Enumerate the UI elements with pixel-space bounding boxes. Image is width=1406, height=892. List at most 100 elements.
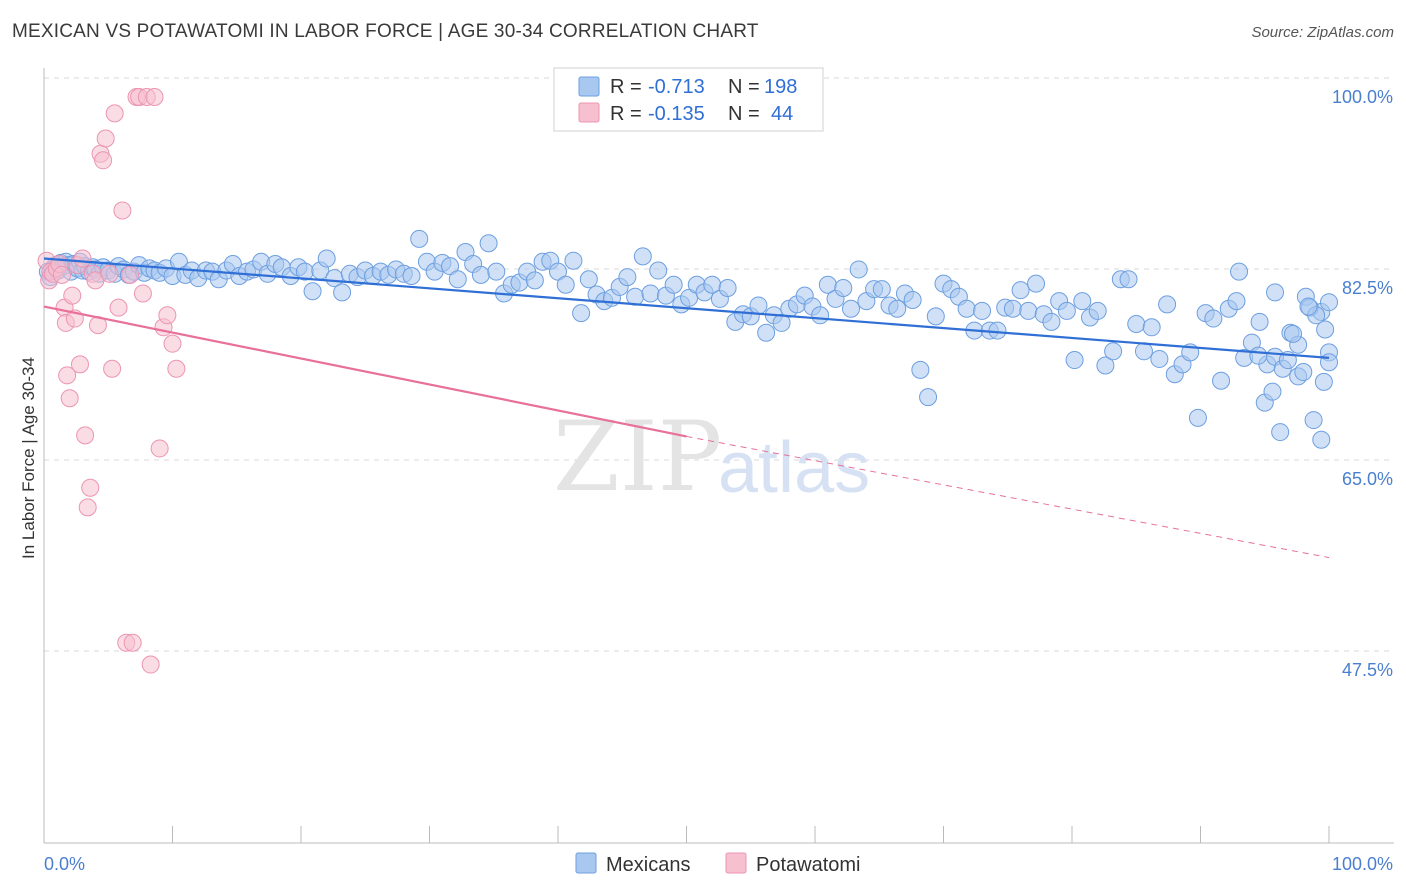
point-potawatomi bbox=[58, 366, 77, 385]
point-mexicans bbox=[1142, 318, 1161, 337]
point-potawatomi bbox=[113, 201, 132, 220]
trend-line-potawatomi bbox=[43, 305, 687, 438]
point-potawatomi bbox=[94, 151, 113, 170]
point-potawatomi bbox=[123, 633, 142, 652]
point-mexicans bbox=[1230, 262, 1249, 281]
point-mexicans bbox=[849, 260, 868, 279]
point-mexicans bbox=[926, 307, 945, 326]
bottom-legend-swatch-potawatomi bbox=[725, 852, 747, 874]
point-mexicans bbox=[1003, 299, 1022, 318]
source-credit: Source: ZipAtlas.com bbox=[1251, 24, 1394, 41]
point-mexicans bbox=[525, 271, 544, 290]
point-potawatomi bbox=[76, 426, 95, 445]
bottom-legend-mexicans: Mexicans bbox=[606, 854, 690, 876]
point-mexicans bbox=[556, 275, 575, 294]
y-tick-label: 47.5% bbox=[1342, 660, 1393, 680]
point-mexicans bbox=[1011, 281, 1030, 300]
trend-line-mexicans bbox=[43, 257, 1330, 359]
point-mexicans bbox=[1312, 430, 1331, 449]
point-mexicans bbox=[749, 296, 768, 315]
point-mexicans bbox=[471, 265, 490, 284]
legend-n-value: 198 bbox=[764, 76, 797, 98]
point-mexicans bbox=[988, 321, 1007, 340]
point-mexicans bbox=[1304, 411, 1323, 430]
point-mexicans bbox=[1127, 315, 1146, 334]
watermark: ZIP atlas bbox=[553, 401, 870, 513]
point-mexicans bbox=[1212, 371, 1231, 390]
point-potawatomi bbox=[121, 265, 140, 284]
point-mexicans bbox=[1316, 320, 1335, 339]
point-mexicans bbox=[1271, 423, 1290, 442]
point-mexicans bbox=[479, 234, 498, 253]
point-mexicans bbox=[1284, 324, 1303, 343]
point-mexicans bbox=[1158, 295, 1177, 314]
point-mexicans bbox=[1096, 356, 1115, 375]
point-mexicans bbox=[1188, 408, 1207, 427]
point-mexicans bbox=[957, 299, 976, 318]
point-mexicans bbox=[618, 268, 637, 287]
point-mexicans bbox=[718, 279, 737, 297]
point-mexicans bbox=[757, 323, 776, 342]
point-mexicans bbox=[872, 280, 891, 299]
point-mexicans bbox=[888, 299, 907, 318]
point-mexicans bbox=[911, 360, 930, 379]
x-ticks bbox=[43, 826, 1330, 843]
point-potawatomi bbox=[145, 88, 164, 106]
point-mexicans bbox=[1150, 349, 1169, 368]
legend-r-value: -0.135 bbox=[648, 103, 705, 125]
point-mexicans bbox=[1019, 301, 1038, 320]
point-mexicans bbox=[811, 306, 830, 325]
point-mexicans bbox=[448, 270, 467, 289]
point-mexicans bbox=[487, 262, 506, 281]
point-mexicans bbox=[664, 275, 683, 294]
watermark-zip: ZIP bbox=[553, 401, 722, 513]
point-potawatomi bbox=[63, 286, 82, 305]
point-mexicans bbox=[841, 299, 860, 318]
point-mexicans bbox=[1263, 382, 1282, 401]
point-mexicans bbox=[1073, 292, 1092, 311]
chart-title: MEXICAN VS POTAWATOMI IN LABOR FORCE | A… bbox=[12, 21, 759, 42]
y-axis-label: In Labor Force | Age 30-34 bbox=[19, 357, 38, 559]
point-mexicans bbox=[303, 282, 322, 301]
point-mexicans bbox=[1027, 274, 1046, 293]
point-mexicans bbox=[1299, 297, 1318, 316]
x-tick-label-max: 100.0% bbox=[1332, 854, 1393, 874]
point-mexicans bbox=[1119, 270, 1138, 289]
y-tick-label: 100.0% bbox=[1332, 87, 1393, 107]
point-mexicans bbox=[1042, 312, 1061, 331]
point-mexicans bbox=[1320, 353, 1338, 372]
point-potawatomi bbox=[70, 355, 89, 374]
legend-r-value: -0.713 bbox=[648, 76, 705, 98]
point-mexicans bbox=[834, 279, 853, 297]
point-potawatomi bbox=[60, 389, 79, 408]
point-potawatomi bbox=[163, 334, 182, 353]
point-mexicans bbox=[402, 266, 421, 285]
point-potawatomi bbox=[103, 359, 122, 378]
legend-n-label: N = bbox=[728, 76, 760, 98]
bottom-legend: Mexicans Potawatomi bbox=[575, 852, 861, 876]
point-mexicans bbox=[1320, 293, 1338, 312]
point-mexicans bbox=[641, 284, 660, 303]
legend-r-label: R = bbox=[610, 76, 642, 98]
point-mexicans bbox=[333, 283, 352, 302]
point-mexicans bbox=[1227, 292, 1246, 311]
potawatomi-points bbox=[37, 88, 186, 674]
legend-swatch-mexicans bbox=[578, 76, 600, 97]
point-mexicans bbox=[1104, 342, 1123, 361]
point-potawatomi bbox=[81, 478, 100, 497]
point-mexicans bbox=[649, 261, 668, 280]
point-potawatomi bbox=[141, 655, 160, 674]
point-potawatomi bbox=[105, 104, 124, 123]
x-tick-label-min: 0.0% bbox=[44, 854, 85, 874]
legend-box: R = -0.713 N = 198 R = -0.135 N = 44 bbox=[553, 67, 824, 132]
point-mexicans bbox=[1065, 351, 1084, 370]
point-mexicans bbox=[579, 270, 598, 289]
y-tick-labels: 100.0% 82.5% 65.0% 47.5% bbox=[1332, 87, 1393, 680]
point-mexicans bbox=[1204, 309, 1223, 328]
point-potawatomi bbox=[109, 298, 128, 317]
point-mexicans bbox=[903, 291, 922, 310]
axes bbox=[43, 68, 1394, 844]
point-mexicans bbox=[1314, 372, 1333, 391]
point-potawatomi bbox=[73, 249, 92, 268]
legend-n-value: 44 bbox=[771, 103, 793, 125]
